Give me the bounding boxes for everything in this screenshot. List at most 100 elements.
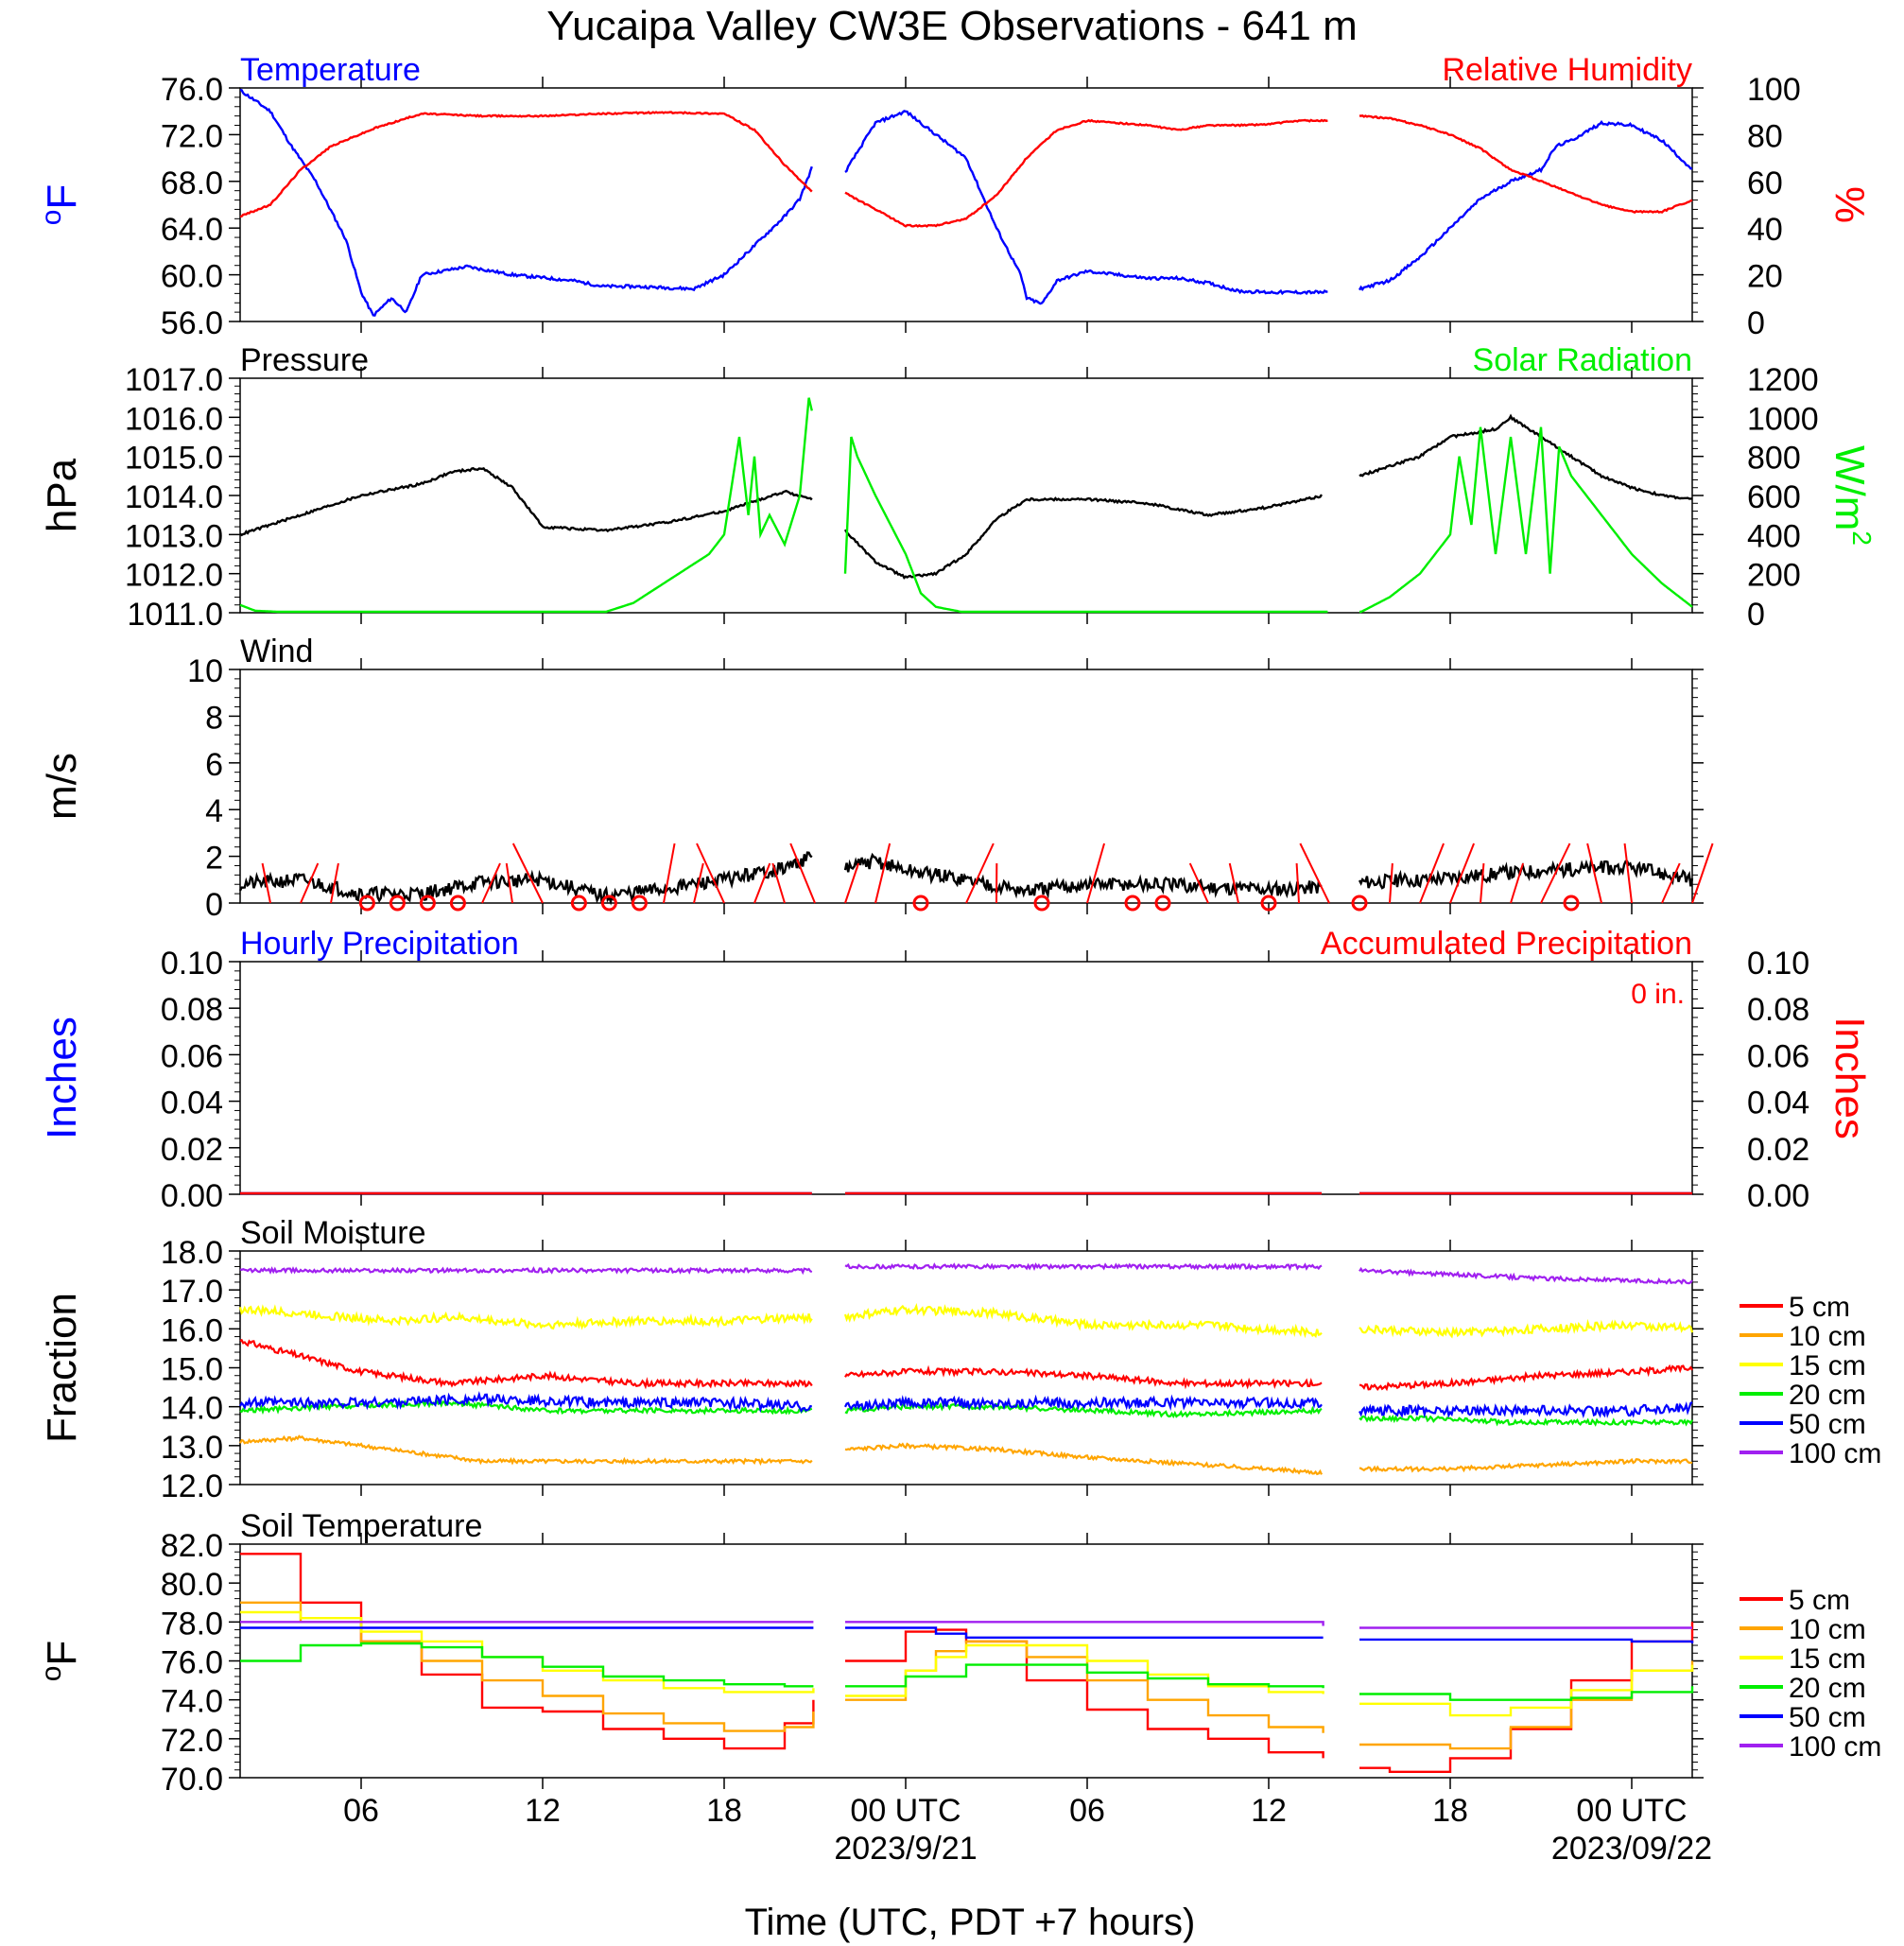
y-tick-label: 13.0	[161, 1430, 223, 1466]
series-line-50-cm	[239, 1390, 1693, 1419]
x-axis-title: Time (UTC, PDT +7 hours)	[745, 1902, 1196, 1943]
y-tick-label: 56.0	[161, 305, 223, 341]
panel-title-left: Hourly Precipitation	[240, 926, 519, 962]
y-tick-label: 1012.0	[125, 558, 223, 594]
y-tick-label-right: 0.00	[1747, 1178, 1809, 1214]
y-tick-label: 2	[205, 841, 223, 877]
wind-barb	[1540, 843, 1571, 904]
legend-label: 50 cm	[1789, 1409, 1866, 1440]
y-tick-label: 8	[205, 700, 223, 736]
y-tick-label: 1015.0	[125, 441, 223, 477]
y-tick-label: 0.10	[161, 946, 223, 982]
wind-barb	[1623, 843, 1633, 904]
legend-label: 5 cm	[1789, 1585, 1850, 1616]
panel-title-left: Wind	[240, 634, 313, 669]
x-tick-label: 18	[1432, 1793, 1468, 1829]
calm-wind-circle	[912, 895, 929, 912]
panel-wind: 0 2 4 6 8 10 Wind m/s	[39, 634, 1714, 923]
unit: W/m	[1826, 445, 1873, 530]
wind-barb	[753, 862, 771, 904]
wind-barb	[1299, 843, 1330, 904]
y-tick-label-right: 80	[1747, 118, 1783, 154]
y-tick-label-right: 0	[1747, 597, 1765, 633]
legend-label: 20 cm	[1789, 1380, 1866, 1411]
panel-title-right: Solar Radiation	[1473, 342, 1692, 378]
calm-wind-circle	[1351, 895, 1368, 912]
y-tick-label: 1016.0	[125, 401, 223, 437]
calm-wind-circle	[389, 895, 406, 912]
y-axis-label: m/s	[39, 753, 85, 820]
calm-wind-circle	[1124, 895, 1141, 912]
calm-wind-circle	[631, 895, 648, 912]
legend-label: 100 cm	[1789, 1438, 1881, 1469]
y-tick-label-right: 0.08	[1747, 992, 1809, 1028]
wind-barb	[874, 843, 891, 904]
accumulated-total: 0 in.	[1631, 979, 1685, 1010]
legend-label: 10 cm	[1789, 1614, 1866, 1645]
y-axis-label-right: W/m2	[1826, 445, 1877, 546]
y-tick-label: 1013.0	[125, 518, 223, 554]
wind-barb	[1228, 862, 1239, 904]
y-tick-label: 0.02	[161, 1132, 223, 1168]
wind-barb	[300, 862, 320, 904]
wind-barb	[1389, 862, 1393, 904]
x-tick-label: 06	[343, 1793, 379, 1829]
y-tick-label: 74.0	[161, 1684, 223, 1720]
y-tick-label-right: 1000	[1747, 401, 1819, 437]
wind-barb	[789, 843, 816, 904]
panel-title-right: Relative Humidity	[1442, 52, 1692, 88]
calm-wind-circle	[419, 895, 436, 912]
wind-barb	[1480, 862, 1485, 904]
y-tick-label: 1017.0	[125, 362, 223, 398]
y-tick-label: 72.0	[161, 118, 223, 154]
unit: F	[39, 1641, 85, 1666]
calm-wind-circle	[1033, 895, 1050, 912]
x-date-label: 2023/9/21	[834, 1831, 977, 1867]
degree-sup: o	[36, 210, 67, 226]
y-axis-label: oF	[36, 1641, 85, 1682]
y-tick-label-right: 600	[1747, 479, 1801, 515]
wind-barb	[330, 862, 339, 904]
y-tick-label-right: 1200	[1747, 362, 1819, 398]
panel-temp_rh: 56.0 60.0 64.0 68.0 72.0 76.0 0 20 40 60 80 100 Temp…	[36, 52, 1873, 341]
series-line-5-cm	[239, 1338, 1693, 1392]
panel-soil_temperature: 70.072.074.076.078.080.082.0 Soil Tempera…	[36, 1508, 1881, 1867]
y-tick-label-right: 60	[1747, 165, 1783, 201]
y-tick-label: 0.00	[161, 1178, 223, 1214]
y-tick-label-right: 40	[1747, 212, 1783, 248]
y-tick-label: 68.0	[161, 165, 223, 201]
wind-barb	[696, 843, 725, 904]
y-tick-label: 60.0	[161, 259, 223, 295]
series-line-5-cm	[240, 1553, 1694, 1773]
y-axis-label: Inches	[39, 1016, 85, 1139]
series-line-wind	[238, 851, 1694, 906]
legend-label: 50 cm	[1789, 1702, 1866, 1733]
series-line-15-cm	[238, 1302, 1694, 1339]
calm-wind-circle	[600, 895, 617, 912]
y-axis-label: Fraction	[39, 1293, 85, 1443]
degree-sup: o	[36, 1666, 67, 1682]
series-line-pressure	[239, 413, 1693, 580]
y-tick-label: 80.0	[161, 1567, 223, 1603]
x-date-label: 2023/09/22	[1551, 1831, 1712, 1867]
series-line-10-cm	[239, 1434, 1693, 1476]
calm-wind-circle	[1563, 895, 1580, 912]
calm-wind-circle	[1260, 895, 1277, 912]
wind-barb	[1586, 843, 1602, 904]
y-tick-label: 12.0	[161, 1468, 223, 1504]
x-tick-label: 00 UTC	[1576, 1793, 1687, 1829]
wind-barb	[511, 843, 544, 904]
wind-barb	[505, 862, 513, 904]
plot-frame	[239, 669, 1693, 904]
wind-barb	[965, 843, 995, 904]
y-axis-label: oF	[36, 184, 85, 226]
y-tick-label: 4	[205, 793, 223, 829]
y-tick-label: 1014.0	[125, 479, 223, 515]
panel-title-left: Soil Moisture	[240, 1215, 426, 1251]
y-tick-label: 70.0	[161, 1762, 223, 1798]
y-axis-label: hPa	[39, 458, 85, 532]
wind-barb	[1691, 843, 1714, 904]
wind-barb	[693, 862, 704, 904]
